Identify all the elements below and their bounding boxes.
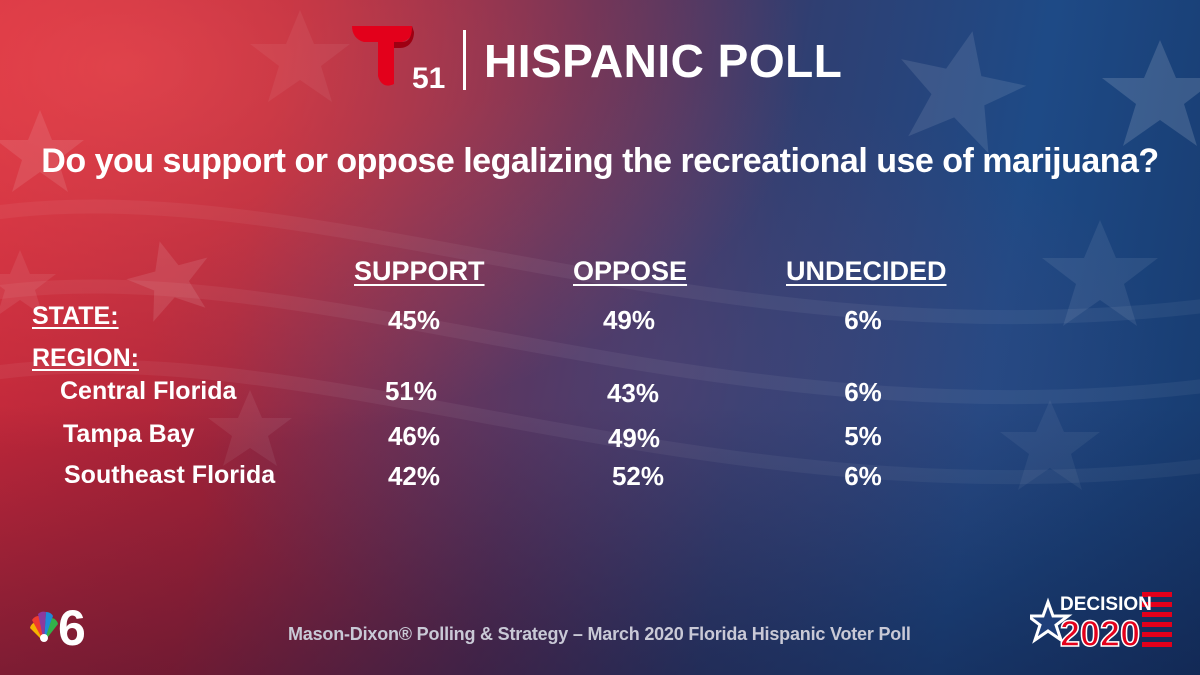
region-row-label: Tampa Bay bbox=[63, 420, 195, 448]
central-florida-support-value: 51% bbox=[384, 376, 438, 406]
southeast-florida-oppose-value: 52% bbox=[611, 461, 665, 491]
stripe-shape bbox=[0, 279, 1200, 405]
header-title: HISPANIC POLL bbox=[484, 35, 843, 87]
peacock-icon bbox=[30, 611, 58, 642]
star-shape bbox=[0, 110, 84, 192]
flag-stripes-icon bbox=[1142, 592, 1172, 647]
southeast-florida-undecided-value: 6% bbox=[844, 461, 882, 491]
telemundo-t-icon bbox=[352, 26, 413, 86]
southeast-florida-support-value: 42% bbox=[387, 461, 441, 491]
telemundo-51-logo: 51 bbox=[352, 26, 445, 92]
nbc6-peacock-logo: 6 bbox=[30, 600, 86, 648]
decision-2020-logo: DECISION 2020 bbox=[1030, 592, 1172, 654]
star-shape bbox=[1000, 400, 1100, 490]
poll-source-credit: Mason-Dixon® Polling & Strategy – March … bbox=[288, 624, 911, 644]
state-support-value: 45% bbox=[387, 305, 441, 335]
star-icon bbox=[1030, 597, 1073, 644]
region-label: REGION: bbox=[32, 344, 139, 372]
star-shape bbox=[208, 390, 292, 466]
header-divider bbox=[463, 30, 466, 90]
state-label: STATE: bbox=[32, 302, 119, 330]
state-oppose-value: 49% bbox=[602, 305, 656, 335]
tampa-bay-undecided-value: 5% bbox=[844, 421, 882, 451]
column-header-oppose: OPPOSE bbox=[573, 256, 688, 286]
tampa-bay-support-value: 46% bbox=[387, 421, 441, 451]
region-row-label: Central Florida bbox=[60, 377, 237, 405]
central-florida-oppose-value: 43% bbox=[606, 378, 660, 408]
station-number: 6 bbox=[58, 600, 86, 648]
star-shape bbox=[1102, 40, 1200, 146]
logo-number: 51 bbox=[412, 62, 445, 92]
central-florida-undecided-value: 6% bbox=[844, 377, 882, 407]
tampa-bay-oppose-value: 49% bbox=[607, 423, 661, 453]
region-row-label: Southeast Florida bbox=[64, 461, 276, 489]
decision-label: DECISION bbox=[1060, 594, 1152, 615]
column-header-support: SUPPORT bbox=[354, 256, 485, 286]
decision-year: 2020 bbox=[1060, 613, 1140, 654]
stripe-shape bbox=[0, 199, 1200, 325]
star-shape bbox=[901, 31, 1027, 154]
star-shape bbox=[250, 10, 350, 102]
poll-question: Do you support or oppose legalizing the … bbox=[41, 142, 1159, 180]
stripe-shape bbox=[0, 359, 1200, 485]
star-shape bbox=[0, 250, 56, 316]
state-undecided-value: 6% bbox=[844, 305, 882, 335]
column-header-undecided: UNDECIDED bbox=[786, 256, 947, 286]
star-shape bbox=[126, 241, 208, 322]
star-shape bbox=[1042, 220, 1158, 326]
